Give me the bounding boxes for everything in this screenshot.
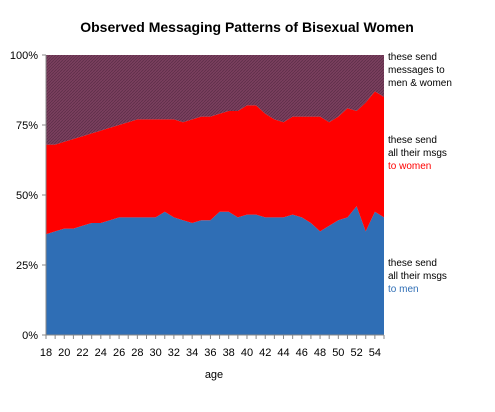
y-tick-label: 75% (16, 120, 38, 132)
x-tick-label: 26 (113, 347, 125, 359)
x-tick-label: 50 (332, 347, 344, 359)
area-to-men (46, 206, 384, 335)
annotation-to-men-line: these send (388, 258, 437, 269)
y-tick-label: 100% (10, 50, 38, 62)
series-areas (46, 55, 384, 335)
x-tick-label: 34 (186, 347, 198, 359)
annotation-to-women-line: all their msgs (388, 148, 447, 159)
annotation-to-women-line: these send (388, 135, 437, 146)
x-tick-label: 28 (131, 347, 143, 359)
area-to-both (46, 55, 384, 145)
x-tick-label: 36 (204, 347, 216, 359)
annotation-to-men-line: all their msgs (388, 271, 447, 282)
y-tick-label: 0% (22, 330, 38, 342)
x-tick-label: 54 (369, 347, 381, 359)
annotation-to-both-line: messages to (388, 65, 445, 76)
x-tick-label: 44 (277, 347, 289, 359)
x-tick-label: 18 (40, 347, 52, 359)
x-tick-label: 46 (296, 347, 308, 359)
x-tick-label: 20 (58, 347, 70, 359)
annotation-to-men-line: to men (388, 284, 419, 295)
y-tick-label: 50% (16, 190, 38, 202)
x-tick-label: 22 (76, 347, 88, 359)
x-tick-label: 48 (314, 347, 326, 359)
x-tick-label: 32 (168, 347, 180, 359)
x-axis-ticks: 18 20 22 24 26 28 30 32 34 36 38 40 42 44 46 48 50 52 54 (40, 335, 385, 359)
x-tick-label: 40 (241, 347, 253, 359)
annotation-to-both-line: men & women (388, 78, 452, 89)
x-tick-label: 30 (149, 347, 161, 359)
y-axis-ticks: 0% 25% 50% 75% 100% (10, 50, 46, 342)
x-tick-label: 24 (95, 347, 107, 359)
y-tick-label: 25% (16, 260, 38, 272)
x-tick-label: 42 (259, 347, 271, 359)
x-tick-label: 38 (223, 347, 235, 359)
x-axis-label: age (205, 369, 223, 381)
x-tick-label: 52 (350, 347, 362, 359)
annotation-to-women-line: to women (388, 161, 431, 172)
annotation-to-both-line: these send (388, 52, 437, 63)
area-to-women (46, 91, 384, 235)
chart-title: Observed Messaging Patterns of Bisexual … (80, 19, 414, 35)
series-annotations: these send all their msgs to men these send… (388, 52, 452, 295)
